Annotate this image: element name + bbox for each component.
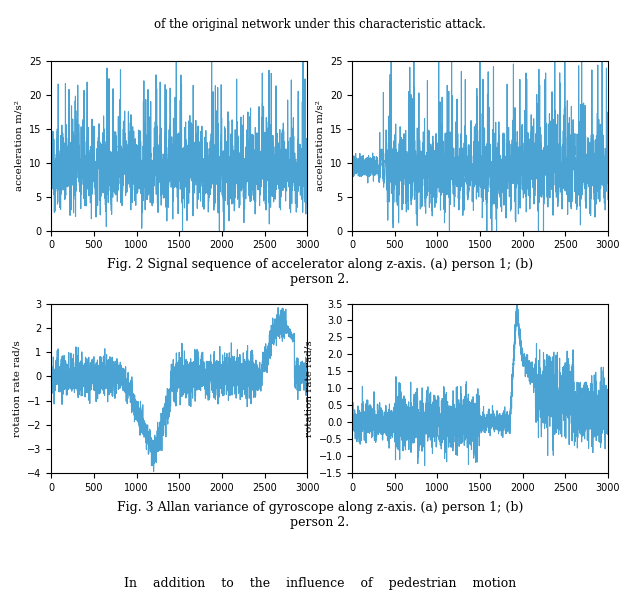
Y-axis label: acceleration m/s²: acceleration m/s²: [15, 100, 24, 191]
Text: In    addition    to    the    influence    of    pedestrian    motion: In addition to the influence of pedestri…: [124, 577, 516, 589]
Text: of the original network under this characteristic attack.: of the original network under this chara…: [154, 18, 486, 31]
Y-axis label: rotation rate rad/s: rotation rate rad/s: [304, 340, 313, 437]
Text: Fig. 2 Signal sequence of accelerator along z-axis. (a) person 1; (b)
person 2.: Fig. 2 Signal sequence of accelerator al…: [107, 258, 533, 286]
Text: Fig. 3 Allan variance of gyroscope along z-axis. (a) person 1; (b)
person 2.: Fig. 3 Allan variance of gyroscope along…: [117, 501, 523, 529]
Y-axis label: acceleration m/s²: acceleration m/s²: [316, 100, 324, 191]
Y-axis label: rotation rate rad/s: rotation rate rad/s: [13, 340, 22, 437]
